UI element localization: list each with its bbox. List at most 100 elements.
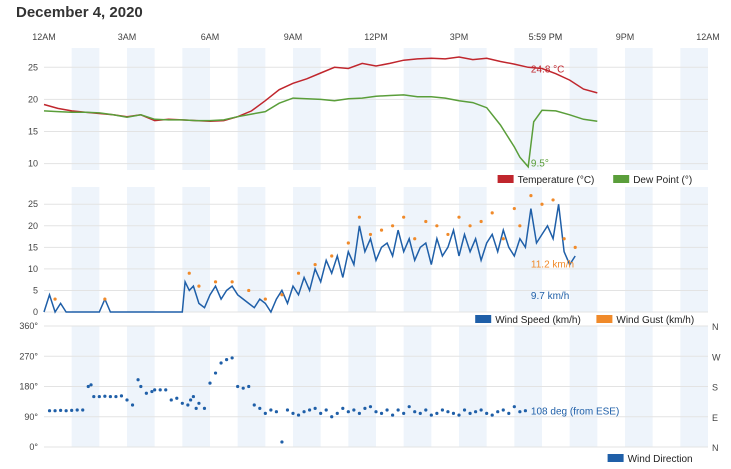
- data-point: [457, 413, 461, 417]
- y-tick-label: 15: [28, 242, 38, 252]
- data-point: [363, 406, 367, 410]
- data-point: [402, 411, 406, 415]
- y-tick-label: 25: [28, 199, 38, 209]
- time-header-label: 9PM: [616, 32, 635, 42]
- data-point: [446, 232, 450, 237]
- y-tick-label: 20: [28, 94, 38, 104]
- legend-swatch: [497, 175, 514, 183]
- data-point: [180, 401, 184, 405]
- data-point: [75, 408, 79, 412]
- value-annotation: 9.5°: [531, 158, 549, 169]
- data-point: [501, 408, 505, 412]
- data-point: [86, 384, 90, 389]
- time-header-label: 9AM: [284, 32, 303, 42]
- right-axis-label: E: [712, 413, 718, 423]
- data-point: [89, 383, 93, 387]
- data-point: [194, 406, 198, 410]
- data-point: [213, 371, 218, 375]
- data-point: [479, 408, 483, 412]
- legend-label: Wind Gust (km/h): [616, 315, 694, 326]
- data-point: [153, 388, 157, 392]
- data-point: [125, 398, 129, 402]
- legend-label: Temperature (°C): [518, 175, 595, 186]
- time-header-label: 12PM: [364, 32, 388, 42]
- legend-label: Dew Point (°): [633, 175, 692, 186]
- data-point: [247, 384, 251, 389]
- time-header-label: 3AM: [118, 32, 137, 42]
- data-point: [496, 410, 500, 414]
- y-tick-label: 15: [28, 126, 38, 136]
- y-tick-label: 90°: [24, 412, 38, 422]
- data-point: [208, 381, 212, 385]
- hour-band: [182, 48, 210, 170]
- hour-band: [71, 48, 100, 170]
- data-point: [374, 410, 378, 414]
- data-point: [551, 198, 555, 202]
- data-point: [391, 224, 395, 228]
- legend-label: Wind Speed (km/h): [495, 315, 581, 326]
- data-point: [485, 411, 489, 415]
- data-point: [296, 271, 301, 275]
- time-header-label: 5:59 PM: [529, 32, 563, 42]
- data-point: [424, 219, 428, 224]
- data-point: [529, 194, 533, 198]
- data-point: [158, 388, 162, 392]
- legend-label: Wind Direction: [628, 454, 693, 465]
- series-points: [47, 356, 528, 444]
- data-point: [424, 408, 428, 412]
- data-point: [462, 408, 467, 412]
- data-point: [313, 262, 317, 267]
- data-point: [440, 408, 444, 412]
- y-tick-label: 5: [33, 285, 38, 295]
- y-tick-label: 180°: [19, 382, 38, 392]
- data-point: [402, 215, 406, 219]
- data-point: [319, 411, 323, 415]
- data-point: [435, 411, 439, 415]
- data-point: [357, 411, 361, 415]
- page-title: December 4, 2020: [16, 4, 143, 21]
- right-axis-label: N: [712, 443, 719, 453]
- hour-band: [127, 187, 155, 312]
- data-point: [573, 245, 577, 249]
- legend-swatch: [596, 315, 613, 323]
- right-axis-label: W: [712, 352, 721, 362]
- hour-band: [459, 187, 487, 312]
- hour-band: [403, 48, 432, 170]
- data-point: [139, 384, 143, 389]
- hour-band: [348, 187, 376, 312]
- data-point: [81, 408, 85, 412]
- data-point: [341, 406, 345, 410]
- legend-swatch: [607, 454, 624, 462]
- data-point: [296, 413, 301, 417]
- hour-band: [680, 48, 708, 170]
- y-tick-label: 10: [28, 159, 38, 169]
- data-point: [335, 411, 339, 415]
- hour-band: [514, 187, 542, 312]
- data-point: [219, 361, 223, 365]
- hour-band: [680, 187, 708, 312]
- data-point: [352, 408, 356, 412]
- data-point: [197, 284, 201, 288]
- data-point: [523, 409, 528, 413]
- data-point: [258, 406, 262, 410]
- hour-band: [569, 48, 598, 170]
- data-point: [468, 411, 472, 415]
- y-tick-label: 270°: [19, 351, 38, 361]
- y-tick-label: 0°: [29, 442, 38, 452]
- y-tick-label: 360°: [19, 321, 38, 331]
- data-point: [186, 403, 190, 407]
- data-point: [108, 394, 112, 399]
- hour-band: [237, 187, 266, 312]
- data-point: [413, 410, 417, 414]
- data-point: [280, 293, 284, 297]
- data-point: [252, 403, 256, 407]
- hour-band: [237, 48, 266, 170]
- data-point: [308, 408, 312, 412]
- right-axis-label: N: [712, 322, 719, 332]
- data-point: [512, 206, 516, 211]
- data-point: [247, 288, 251, 293]
- data-point: [429, 413, 433, 417]
- data-point: [479, 219, 483, 224]
- value-annotation: 11.2 km/h: [531, 260, 574, 271]
